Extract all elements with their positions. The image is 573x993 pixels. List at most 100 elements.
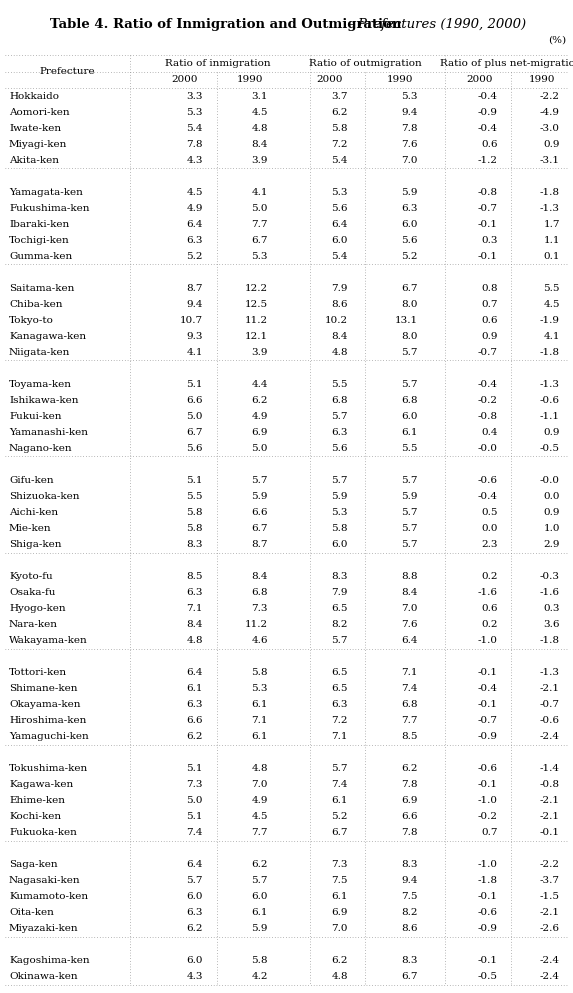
Text: 5.5: 5.5	[186, 492, 203, 500]
Text: 6.7: 6.7	[252, 524, 268, 533]
Text: 10.7: 10.7	[180, 316, 203, 325]
Text: 10.2: 10.2	[325, 316, 348, 325]
Text: Saitama-ken: Saitama-ken	[9, 284, 74, 293]
Text: -3.7: -3.7	[540, 877, 560, 886]
Text: Miyazaki-ken: Miyazaki-ken	[9, 924, 79, 933]
Text: -0.1: -0.1	[478, 219, 498, 228]
Text: 7.4: 7.4	[186, 828, 203, 837]
Text: 7.7: 7.7	[252, 828, 268, 837]
Text: 9.3: 9.3	[186, 332, 203, 341]
Text: Hyogo-ken: Hyogo-ken	[9, 604, 66, 613]
Text: Yamanashi-ken: Yamanashi-ken	[9, 428, 88, 437]
Text: 0.2: 0.2	[481, 620, 498, 630]
Text: -0.7: -0.7	[540, 700, 560, 709]
Text: 7.3: 7.3	[252, 604, 268, 613]
Text: Wakayama-ken: Wakayama-ken	[9, 637, 88, 645]
Text: 5.7: 5.7	[402, 380, 418, 389]
Text: 7.7: 7.7	[252, 219, 268, 228]
Text: 5.9: 5.9	[402, 188, 418, 197]
Text: Ratio of inmigration: Ratio of inmigration	[164, 59, 270, 68]
Text: Fukui-ken: Fukui-ken	[9, 412, 61, 421]
Text: 6.4: 6.4	[186, 668, 203, 677]
Text: -2.2: -2.2	[540, 91, 560, 100]
Text: 7.0: 7.0	[402, 604, 418, 613]
Text: Chiba-ken: Chiba-ken	[9, 300, 62, 309]
Text: 8.3: 8.3	[186, 540, 203, 549]
Text: -2.1: -2.1	[540, 812, 560, 821]
Text: 6.8: 6.8	[252, 588, 268, 597]
Text: -2.1: -2.1	[540, 684, 560, 693]
Text: 0.2: 0.2	[481, 572, 498, 581]
Text: -2.4: -2.4	[540, 732, 560, 741]
Text: -1.8: -1.8	[540, 348, 560, 356]
Text: 5.1: 5.1	[186, 765, 203, 774]
Text: 8.0: 8.0	[402, 300, 418, 309]
Text: -0.1: -0.1	[540, 828, 560, 837]
Text: 12.1: 12.1	[245, 332, 268, 341]
Text: 4.5: 4.5	[252, 107, 268, 116]
Text: 6.8: 6.8	[402, 396, 418, 405]
Text: -1.6: -1.6	[478, 588, 498, 597]
Text: 4.3: 4.3	[186, 156, 203, 165]
Text: 7.3: 7.3	[186, 780, 203, 789]
Text: 9.4: 9.4	[402, 107, 418, 116]
Text: -0.1: -0.1	[478, 251, 498, 261]
Text: -0.4: -0.4	[478, 684, 498, 693]
Text: Ratio of outmigration: Ratio of outmigration	[309, 59, 421, 68]
Text: 4.2: 4.2	[252, 972, 268, 981]
Text: 4.9: 4.9	[186, 204, 203, 213]
Text: 6.0: 6.0	[332, 235, 348, 244]
Text: 5.2: 5.2	[186, 251, 203, 261]
Text: 7.1: 7.1	[332, 732, 348, 741]
Text: 5.8: 5.8	[186, 524, 203, 533]
Text: -0.4: -0.4	[478, 492, 498, 500]
Text: Table 4. Ratio of Inmigration and Outmigration: Table 4. Ratio of Inmigration and Outmig…	[50, 18, 401, 31]
Text: 2.3: 2.3	[481, 540, 498, 549]
Text: 5.8: 5.8	[186, 508, 203, 517]
Text: -2.4: -2.4	[540, 972, 560, 981]
Text: 8.2: 8.2	[402, 909, 418, 918]
Text: Hiroshima-ken: Hiroshima-ken	[9, 716, 87, 725]
Text: 4.5: 4.5	[252, 812, 268, 821]
Text: -1.0: -1.0	[478, 796, 498, 805]
Text: 4.5: 4.5	[544, 300, 560, 309]
Text: -0.1: -0.1	[478, 780, 498, 789]
Text: Nara-ken: Nara-ken	[9, 620, 58, 630]
Text: 5.1: 5.1	[186, 812, 203, 821]
Text: 6.3: 6.3	[402, 204, 418, 213]
Text: 7.9: 7.9	[332, 588, 348, 597]
Text: 3.9: 3.9	[252, 156, 268, 165]
Text: 9.4: 9.4	[402, 877, 418, 886]
Text: 1.1: 1.1	[544, 235, 560, 244]
Text: 0.8: 0.8	[481, 284, 498, 293]
Text: Mie-ken: Mie-ken	[9, 524, 52, 533]
Text: -1.1: -1.1	[540, 412, 560, 421]
Text: -2.6: -2.6	[540, 924, 560, 933]
Text: -0.9: -0.9	[478, 107, 498, 116]
Text: 1990: 1990	[387, 75, 413, 84]
Text: Gumma-ken: Gumma-ken	[9, 251, 72, 261]
Text: -0.7: -0.7	[478, 716, 498, 725]
Text: 0.5: 0.5	[481, 508, 498, 517]
Text: Kagawa-ken: Kagawa-ken	[9, 780, 73, 789]
Text: Kumamoto-ken: Kumamoto-ken	[9, 893, 88, 902]
Text: -2.1: -2.1	[540, 909, 560, 918]
Text: 6.3: 6.3	[332, 700, 348, 709]
Text: 6.9: 6.9	[332, 909, 348, 918]
Text: 1990: 1990	[529, 75, 555, 84]
Text: -0.9: -0.9	[478, 924, 498, 933]
Text: 3.7: 3.7	[332, 91, 348, 100]
Text: 8.4: 8.4	[252, 140, 268, 149]
Text: 7.1: 7.1	[186, 604, 203, 613]
Text: 7.4: 7.4	[402, 684, 418, 693]
Text: 6.2: 6.2	[332, 107, 348, 116]
Text: -0.6: -0.6	[478, 476, 498, 485]
Text: 6.3: 6.3	[186, 235, 203, 244]
Text: 8.4: 8.4	[252, 572, 268, 581]
Text: 5.7: 5.7	[332, 637, 348, 645]
Text: -0.6: -0.6	[540, 716, 560, 725]
Text: -1.0: -1.0	[478, 860, 498, 869]
Text: 7.0: 7.0	[252, 780, 268, 789]
Text: 5.8: 5.8	[252, 956, 268, 965]
Text: 5.5: 5.5	[332, 380, 348, 389]
